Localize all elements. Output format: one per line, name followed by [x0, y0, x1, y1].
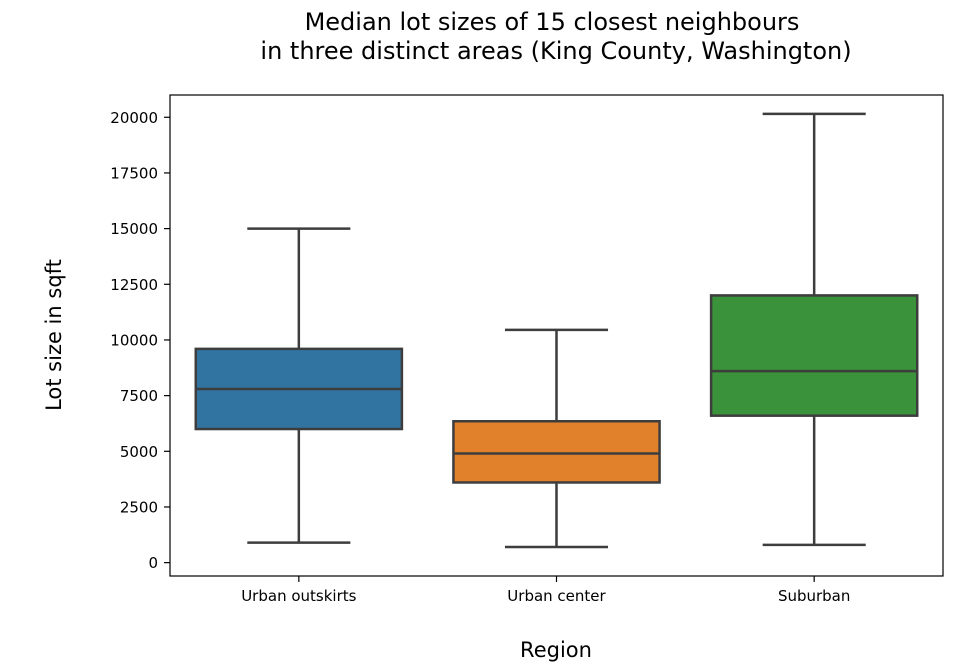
x-tick-label: Suburban [778, 587, 850, 605]
y-tick-label: 17500 [110, 164, 158, 182]
y-tick-label: 2500 [120, 498, 158, 516]
y-tick-label: 7500 [120, 387, 158, 405]
x-axis-label: Region [520, 638, 592, 662]
plot-frame [169, 94, 944, 577]
plot-area: 0 2500 5000 7500 10000 12500 15000 17500 20000 Ur… [110, 109, 919, 605]
x-tick-label: Urban center [507, 587, 606, 605]
y-tick-label: 5000 [120, 443, 158, 461]
y-tick-label: 10000 [110, 331, 158, 349]
y-tick-label: 20000 [110, 109, 158, 127]
x-tick-label: Urban outskirts [241, 587, 356, 605]
y-axis-label: Lot size in sqft [42, 259, 66, 411]
y-tick-label: 12500 [110, 276, 158, 294]
chart-title-line-1: Median lot sizes of 15 closest neighbour… [305, 8, 800, 36]
y-tick-label: 0 [148, 554, 158, 572]
y-tick-label: 15000 [110, 220, 158, 238]
box-urban-center [452, 419, 661, 484]
chart-title-line-2: in three distinct areas (King County, Wa… [260, 37, 851, 65]
box-suburban [709, 294, 919, 417]
